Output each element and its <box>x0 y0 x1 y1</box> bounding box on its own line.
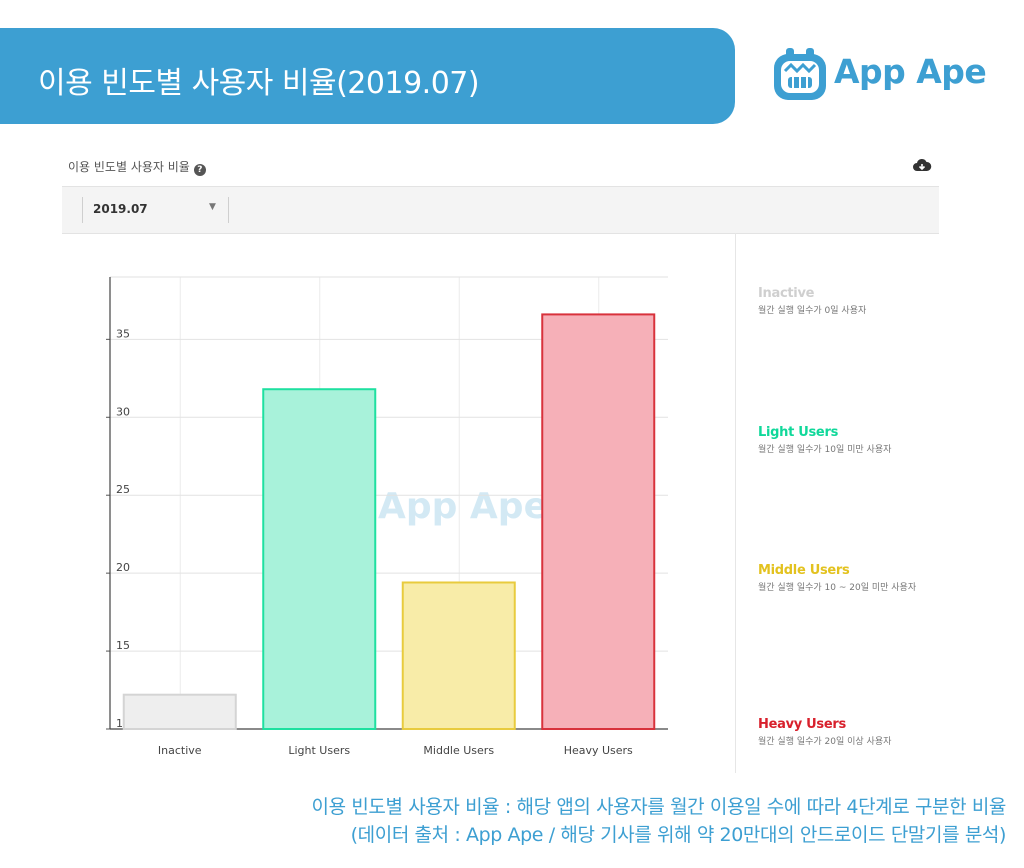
bar-middle-users <box>401 581 516 731</box>
legend-item: Light Users 월간 실행 일수가 10일 미만 사용자 <box>758 425 933 457</box>
caption-line-1: 이용 빈도별 사용자 비율 : 해당 앱의 사용자를 월간 이용일 수에 따라 … <box>311 796 1007 818</box>
watermark-text: App Ape <box>378 486 548 527</box>
y-tick-label: 25 <box>116 483 130 496</box>
x-tick-label: Heavy Users <box>564 744 633 757</box>
title-banner: 이용 빈도별 사용자 비율(2019.07) <box>0 28 735 124</box>
help-icon[interactable]: ? <box>193 164 206 176</box>
panel-title: 이용 빈도별 사용자 비율? <box>68 158 206 176</box>
y-tick-label: 20 <box>116 561 130 574</box>
bar-chart: App Ape101520253035InactiveLight UsersMi… <box>106 276 668 757</box>
caret-down-icon: ▼ <box>209 202 216 212</box>
bar-light-users <box>262 388 377 730</box>
filter-toolbar: 2019.07 ▼ <box>62 186 939 234</box>
legend-item: Heavy Users 월간 실행 일수가 20일 이상 사용자 <box>758 717 933 749</box>
legend-description: 월간 실행 일수가 10일 미만 사용자 <box>758 445 892 455</box>
y-tick-label: 15 <box>116 639 130 652</box>
legend-item: Middle Users 월간 실행 일수가 10 ~ 20일 미만 사용자 <box>758 563 933 595</box>
y-tick-label: 35 <box>116 327 130 340</box>
legend-title: Light Users <box>758 425 839 440</box>
legend-item: Inactive 월간 실행 일수가 0일 사용자 <box>758 286 933 318</box>
month-select-value: 2019.07 <box>93 202 148 216</box>
x-tick-label: Inactive <box>158 744 202 757</box>
y-tick-label: 30 <box>116 405 130 418</box>
panel-title-text: 이용 빈도별 사용자 비율 <box>68 160 190 174</box>
caption: 이용 빈도별 사용자 비율 : 해당 앱의 사용자를 월간 이용일 수에 따라 … <box>311 793 1007 849</box>
brand-logo: App Ape <box>772 42 1012 112</box>
ape-face-icon <box>774 48 826 100</box>
x-tick-label: Middle Users <box>423 744 494 757</box>
brand-name: App Ape <box>834 52 987 91</box>
bar-heavy-users <box>541 313 656 730</box>
legend-description: 월간 실행 일수가 20일 이상 사용자 <box>758 737 892 747</box>
legend-title: Middle Users <box>758 563 850 578</box>
cloud-download-icon[interactable] <box>912 158 932 174</box>
bar-inactive <box>122 693 237 730</box>
month-select[interactable]: 2019.07 ▼ <box>82 197 229 223</box>
page-title: 이용 빈도별 사용자 비율(2019.07) <box>38 66 480 101</box>
legend-description: 월간 실행 일수가 10 ~ 20일 미만 사용자 <box>758 583 917 593</box>
x-tick-label: Light Users <box>288 744 350 757</box>
panel-divider <box>735 233 736 773</box>
legend-title: Inactive <box>758 286 815 301</box>
legend-title: Heavy Users <box>758 717 846 732</box>
caption-line-2: (데이터 출처 : App Ape / 해당 기사를 위해 약 20만대의 안드… <box>350 824 1007 846</box>
legend-description: 월간 실행 일수가 0일 사용자 <box>758 306 867 316</box>
